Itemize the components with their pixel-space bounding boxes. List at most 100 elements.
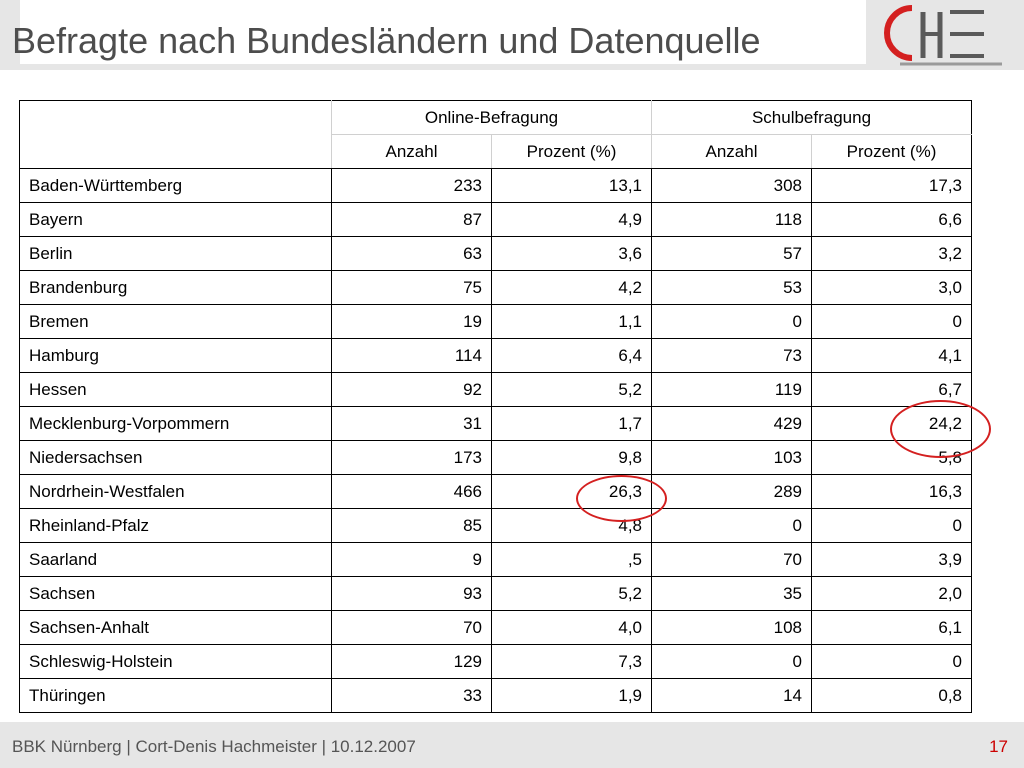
state-name-cell: Hamburg	[19, 338, 332, 373]
value-cell: 9,8	[491, 440, 652, 475]
value-cell: 119	[651, 372, 812, 407]
value-cell: 173	[331, 440, 492, 475]
value-cell: 9	[331, 542, 492, 577]
value-cell: 129	[331, 644, 492, 679]
state-name-cell: Thüringen	[19, 678, 332, 713]
col-header: Anzahl	[331, 134, 492, 169]
value-cell: 4,1	[811, 338, 972, 373]
value-cell: 289	[651, 474, 812, 509]
value-cell: 0	[651, 304, 812, 339]
value-cell: 17,3	[811, 168, 972, 203]
footer-text: BBK Nürnberg | Cort-Denis Hachmeister | …	[12, 737, 416, 756]
value-cell: 103	[651, 440, 812, 475]
value-cell: 13,1	[491, 168, 652, 203]
header-panel	[20, 0, 866, 64]
state-name-cell: Sachsen	[19, 576, 332, 611]
value-cell: 1,1	[491, 304, 652, 339]
state-name-cell: Hessen	[19, 372, 332, 407]
state-name-cell: Sachsen-Anhalt	[19, 610, 332, 645]
col-header: Anzahl	[651, 134, 812, 169]
value-cell: 16,3	[811, 474, 972, 509]
table-row: Hessen 92 5,2 119 6,7	[19, 372, 972, 407]
value-cell: 70	[651, 542, 812, 577]
table-row: Nordrhein-Westfalen 466 26,3 289 16,3	[19, 474, 972, 509]
table-row: Bayern 87 4,9 118 6,6	[19, 202, 972, 237]
value-cell: 108	[651, 610, 812, 645]
value-cell: 233	[331, 168, 492, 203]
value-cell: 4,0	[491, 610, 652, 645]
state-name-cell: Bayern	[19, 202, 332, 237]
table-row: Schleswig-Holstein 129 7,3 0 0	[19, 644, 972, 679]
value-cell: 53	[651, 270, 812, 305]
table-row: Rheinland-Pfalz 85 4,8 0 0	[19, 508, 972, 543]
value-cell: ,5	[491, 542, 652, 577]
value-cell: 0	[651, 644, 812, 679]
value-cell: 466	[331, 474, 492, 509]
state-name-cell: Rheinland-Pfalz	[19, 508, 332, 543]
value-cell: 85	[331, 508, 492, 543]
state-name-cell: Saarland	[19, 542, 332, 577]
value-cell: 2,0	[811, 576, 972, 611]
table-row: Bremen 19 1,1 0 0	[19, 304, 972, 339]
value-cell: 1,7	[491, 406, 652, 441]
col-header: Prozent (%)	[811, 134, 972, 169]
table-row: Thüringen 33 1,9 14 0,8	[19, 678, 972, 713]
value-cell: 73	[651, 338, 812, 373]
corner-cell	[19, 100, 332, 169]
value-cell: 75	[331, 270, 492, 305]
highlight-circle	[890, 400, 991, 458]
state-name-cell: Brandenburg	[19, 270, 332, 305]
value-cell: 118	[651, 202, 812, 237]
page-number: 17	[989, 737, 1008, 756]
value-cell: 5,2	[491, 576, 652, 611]
slide-title: Befragte nach Bundesländern und Datenque…	[12, 20, 761, 61]
value-cell: 1,9	[491, 678, 652, 713]
footer-band	[0, 722, 1024, 768]
table-row: Berlin 63 3,6 57 3,2	[19, 236, 972, 271]
state-name-cell: Schleswig-Holstein	[19, 644, 332, 679]
value-cell: 31	[331, 406, 492, 441]
value-cell: 57	[651, 236, 812, 271]
table-row: Saarland 9,5 70 3,9	[19, 542, 972, 577]
value-cell: 3,6	[491, 236, 652, 271]
value-cell: 308	[651, 168, 812, 203]
value-cell: 0	[811, 508, 972, 543]
value-cell: 4,9	[491, 202, 652, 237]
group-header-online: Online-Befragung	[331, 100, 652, 135]
value-cell: 93	[331, 576, 492, 611]
table-row: Sachsen-Anhalt 70 4,0 108 6,1	[19, 610, 972, 645]
highlight-circle	[576, 475, 667, 522]
value-cell: 70	[331, 610, 492, 645]
state-name-cell: Nordrhein-Westfalen	[19, 474, 332, 509]
che-logo	[884, 5, 1002, 66]
value-cell: 6,1	[811, 610, 972, 645]
table-row: Niedersachsen 173 9,8 103 5,8	[19, 440, 972, 475]
value-cell: 63	[331, 236, 492, 271]
value-cell: 5,2	[491, 372, 652, 407]
value-cell: 6,4	[491, 338, 652, 373]
value-cell: 19	[331, 304, 492, 339]
value-cell: 0,8	[811, 678, 972, 713]
col-header: Prozent (%)	[491, 134, 652, 169]
table-row: Baden-Württemberg 233 13,1 308 17,3	[19, 168, 972, 203]
state-name-cell: Mecklenburg-Vorpommern	[19, 406, 332, 441]
value-cell: 3,9	[811, 542, 972, 577]
value-cell: 14	[651, 678, 812, 713]
value-cell: 0	[811, 644, 972, 679]
table-row: Brandenburg 75 4,2 53 3,0	[19, 270, 972, 305]
value-cell: 35	[651, 576, 812, 611]
state-name-cell: Berlin	[19, 236, 332, 271]
state-name-cell: Baden-Württemberg	[19, 168, 332, 203]
value-cell: 0	[811, 304, 972, 339]
value-cell: 4,2	[491, 270, 652, 305]
value-cell: 92	[331, 372, 492, 407]
value-cell: 429	[651, 406, 812, 441]
value-cell: 3,2	[811, 236, 972, 271]
value-cell: 3,0	[811, 270, 972, 305]
value-cell: 0	[651, 508, 812, 543]
table-row: Mecklenburg-Vorpommern 31 1,7 429 24,2	[19, 406, 972, 441]
value-cell: 33	[331, 678, 492, 713]
state-name-cell: Bremen	[19, 304, 332, 339]
table-body: Baden-Württemberg 233 13,1 308 17,3 Bayern 87 4…	[19, 168, 972, 713]
value-cell: 114	[331, 338, 492, 373]
